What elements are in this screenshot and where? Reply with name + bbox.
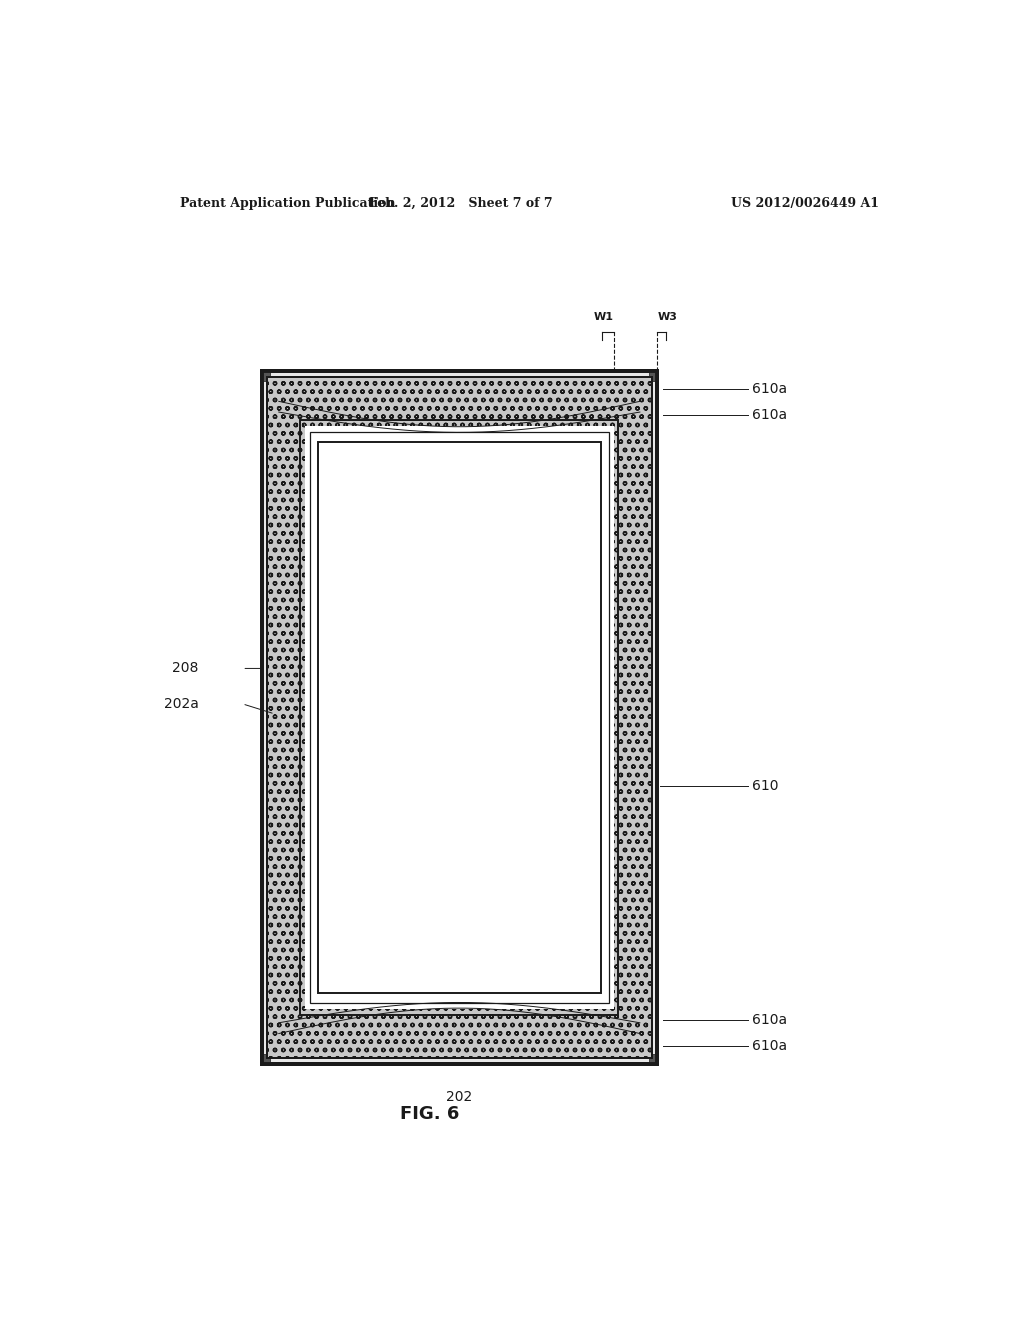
Bar <box>309 432 609 1003</box>
Text: Feb. 2, 2012   Sheet 7 of 7: Feb. 2, 2012 Sheet 7 of 7 <box>370 197 553 210</box>
Text: 610a: 610a <box>752 381 786 396</box>
Text: FIG. 6: FIG. 6 <box>400 1105 459 1123</box>
Bar <box>262 371 656 1064</box>
Bar <box>305 426 613 1008</box>
Text: W1: W1 <box>594 312 614 322</box>
Bar <box>300 420 618 1015</box>
Bar <box>262 371 270 381</box>
Text: 610a: 610a <box>752 408 786 422</box>
Text: 610a: 610a <box>752 1012 786 1027</box>
Text: US 2012/0026449 A1: US 2012/0026449 A1 <box>731 197 880 210</box>
Bar <box>317 442 601 993</box>
Bar <box>267 378 651 1057</box>
Text: 610a: 610a <box>752 1039 786 1053</box>
Bar <box>262 1053 270 1064</box>
Text: 202a: 202a <box>164 697 199 710</box>
Bar <box>262 371 656 1064</box>
Text: 610: 610 <box>752 779 778 792</box>
Bar <box>267 378 651 1057</box>
Bar <box>648 1053 656 1064</box>
Text: Patent Application Publication: Patent Application Publication <box>179 197 395 210</box>
Bar <box>648 371 656 381</box>
Text: W3: W3 <box>657 312 678 322</box>
Text: 202: 202 <box>446 1089 472 1104</box>
Text: 208: 208 <box>172 661 199 676</box>
